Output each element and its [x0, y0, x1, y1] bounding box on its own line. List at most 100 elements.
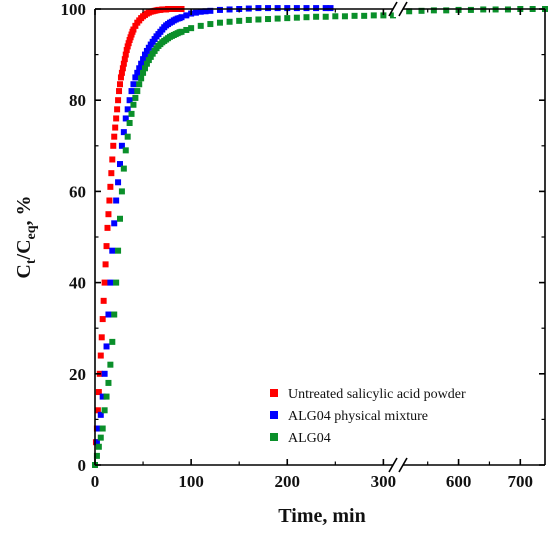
data-point	[126, 120, 133, 126]
data-point	[143, 47, 150, 54]
data-point	[113, 279, 120, 286]
data-point	[123, 47, 130, 54]
data-point	[108, 170, 115, 177]
data-point	[99, 393, 106, 400]
x-axis-title: Time, min	[278, 505, 365, 527]
data-point	[111, 311, 118, 318]
data-point	[134, 88, 141, 95]
data-point	[124, 106, 131, 113]
data-point	[197, 22, 204, 29]
data-point	[303, 14, 310, 21]
legend-entry: Untreated salicylic acid powder	[270, 387, 466, 402]
data-point	[119, 65, 126, 72]
data-point	[103, 343, 110, 350]
data-point	[97, 352, 104, 359]
data-point	[99, 425, 106, 432]
data-point	[120, 165, 127, 172]
data-point	[341, 13, 348, 20]
data-point	[351, 12, 358, 19]
legend-swatch	[270, 411, 278, 419]
data-point	[97, 434, 104, 441]
data-point	[93, 439, 100, 446]
data-point	[136, 65, 143, 72]
data-point	[313, 5, 320, 12]
data-point	[418, 7, 425, 14]
data-point	[105, 211, 112, 218]
data-point	[284, 15, 291, 22]
data-point	[120, 129, 127, 136]
data-point	[102, 261, 109, 268]
axis-break-marker	[388, 1, 408, 17]
axis-break-marker	[388, 457, 408, 473]
data-point	[132, 94, 139, 101]
data-point	[188, 25, 195, 32]
data-point	[274, 5, 281, 12]
data-point	[128, 88, 135, 95]
data-point	[121, 56, 128, 63]
legend-swatch	[270, 389, 278, 397]
y-tick-label: 60	[69, 182, 86, 201]
data-point	[112, 124, 119, 131]
data-point	[467, 6, 474, 13]
x-tick-label: 300	[371, 472, 397, 491]
data-point	[109, 247, 116, 254]
data-point	[107, 361, 114, 368]
data-point	[132, 74, 139, 81]
y-tick-label: 20	[69, 365, 86, 384]
data-point	[140, 69, 147, 76]
data-point	[370, 12, 377, 19]
data-point	[116, 88, 123, 95]
data-point	[97, 411, 104, 418]
data-point	[136, 81, 143, 88]
data-point	[192, 9, 199, 16]
data-point	[95, 425, 102, 432]
data-point	[107, 279, 114, 286]
data-point	[284, 5, 291, 12]
data-point	[122, 147, 129, 154]
data-point	[255, 16, 262, 23]
data-point	[118, 69, 125, 76]
data-point	[115, 179, 122, 186]
data-point	[115, 247, 122, 254]
data-point	[327, 5, 334, 12]
legend-label: ALG04 physical mixture	[288, 409, 428, 424]
data-point	[109, 156, 116, 163]
data-point	[118, 188, 125, 195]
x-tick-label: 700	[508, 472, 534, 491]
x-tick-label: 100	[178, 472, 204, 491]
data-point	[406, 8, 413, 15]
data-point	[110, 142, 117, 149]
data-point	[111, 133, 118, 140]
data-point	[236, 17, 243, 24]
data-point	[120, 60, 127, 67]
data-point	[95, 389, 102, 396]
data-point	[103, 393, 110, 400]
data-point	[145, 57, 152, 64]
data-point	[141, 51, 148, 58]
data-point	[124, 133, 131, 140]
y-axis-title: Ct/Ceq, %	[13, 195, 39, 278]
data-point	[100, 297, 107, 304]
data-point	[255, 5, 262, 12]
data-point	[143, 60, 150, 67]
data-point	[303, 5, 310, 12]
data-point	[113, 115, 120, 122]
data-point	[380, 12, 387, 19]
data-point	[265, 16, 272, 23]
legend-swatch	[270, 433, 278, 441]
data-point	[116, 161, 123, 168]
data-point	[114, 106, 121, 113]
data-point	[138, 75, 145, 82]
data-point	[105, 311, 112, 318]
data-point	[132, 22, 139, 29]
data-point	[197, 8, 204, 15]
data-point	[202, 8, 209, 15]
data-point	[138, 60, 145, 67]
data-point	[134, 69, 141, 76]
data-point	[130, 81, 137, 88]
data-point	[104, 224, 111, 231]
data-point	[390, 12, 396, 19]
data-point	[106, 197, 113, 204]
data-point	[113, 197, 120, 204]
